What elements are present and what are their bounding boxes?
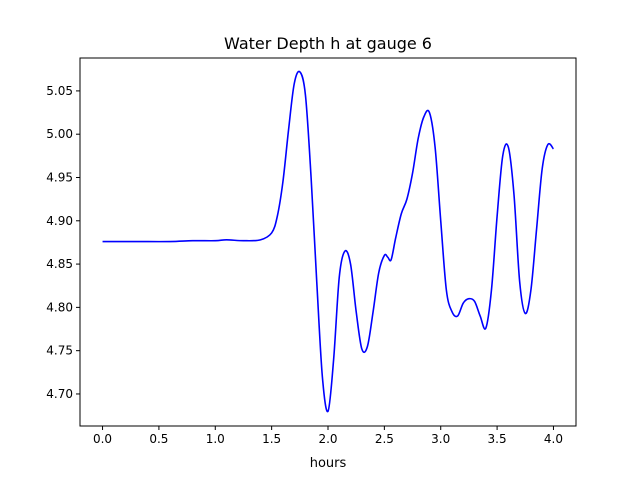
chart-title: Water Depth h at gauge 6	[224, 34, 432, 53]
x-tick-label: 4.0	[544, 432, 563, 446]
y-tick-label: 4.85	[46, 257, 73, 271]
x-tick-label: 2.0	[318, 432, 337, 446]
y-tick-label: 4.95	[46, 170, 73, 184]
y-tick-label: 4.90	[46, 214, 73, 228]
y-tick-label: 4.80	[46, 300, 73, 314]
y-tick-label: 5.00	[46, 127, 73, 141]
y-tick-label: 4.70	[46, 387, 73, 401]
x-tick-label: 3.0	[431, 432, 450, 446]
y-tick-label: 4.75	[46, 344, 73, 358]
y-axis: 4.70 4.75 4.80 4.85 4.90 4.95 5.00 5.05	[46, 84, 80, 401]
x-tick-label: 2.5	[375, 432, 394, 446]
x-axis-label: hours	[310, 456, 347, 471]
x-tick-label: 3.5	[488, 432, 507, 446]
axes-frame	[79, 57, 577, 427]
y-tick-label: 5.05	[46, 84, 73, 98]
x-axis: 0.0 0.5 1.0 1.5 2.0 2.5 3.0 3.5 4.0	[93, 426, 563, 446]
plot-area	[102, 70, 555, 413]
x-tick-label: 1.5	[262, 432, 281, 446]
x-tick-label: 0.0	[93, 432, 112, 446]
series-line	[102, 70, 555, 413]
x-tick-label: 1.0	[206, 432, 225, 446]
x-tick-label: 0.5	[149, 432, 168, 446]
